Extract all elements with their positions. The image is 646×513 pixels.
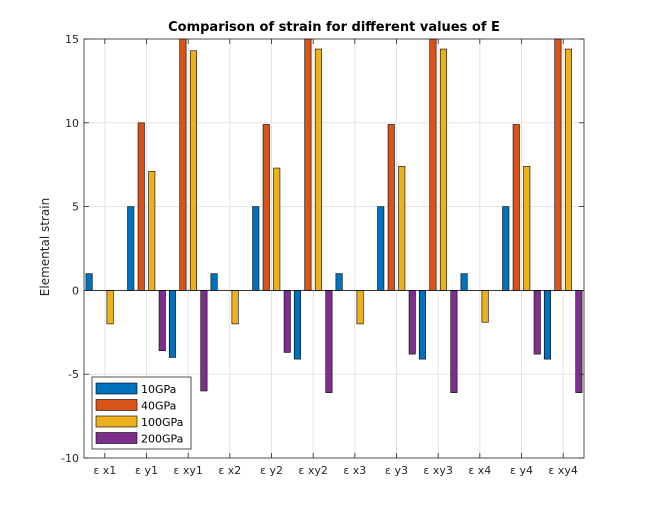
bar-40GPa-6 [304,38,312,291]
legend-label-10GPa: 10GPa [141,383,176,396]
legend-label-200GPa: 200GPa [141,433,183,446]
legend-swatch-200GPa [95,432,138,444]
x-tick-label: ε y3 [385,464,408,477]
bar-200GPa-5 [283,290,291,353]
x-tick-labels: ε x1 ε y1 ε xy1 ε x2 ε y2 ε xy2 ε x3 ε y3 ε xy3 ε… [93,464,578,477]
bar-200GPa-11 [533,290,541,355]
chart-title: Comparison of strain for different value… [168,20,500,35]
bar-10GPa-3 [168,290,176,358]
bar-10GPa-1 [85,273,93,291]
x-tick-label: ε x3 [343,464,366,477]
legend-swatch-100GPa [95,415,138,428]
bar-10GPa-2 [127,206,135,291]
bar-200GPa-6 [325,290,333,393]
bars [84,38,584,393]
bar-100GPa-1 [106,290,114,325]
x-tick-label: ε x4 [468,464,491,477]
x-tick-label: ε xy1 [173,464,202,477]
bar-200GPa-8 [408,290,416,355]
bar-100GPa-4 [231,290,239,325]
y-tick-label: 0 [72,284,79,297]
y-tick-label: 5 [72,201,79,214]
x-tick-label: ε y2 [260,464,283,477]
bar-100GPa-12 [564,48,572,291]
bar-100GPa-2 [148,171,156,291]
legend-swatch-40GPa [95,399,138,411]
x-tick-label: ε y1 [135,464,158,477]
bar-40GPa-9 [429,38,437,291]
bar-10GPa-7 [335,273,343,291]
bar-200GPa-12 [575,290,583,393]
legend-swatch-10GPa [95,382,138,395]
bar-10GPa-9 [418,290,426,360]
y-axis-label: Elemental strain [38,198,52,296]
bar-40GPa-12 [554,38,562,291]
bar-40GPa-8 [387,124,395,291]
bar-10GPa-11 [502,206,510,291]
bar-100GPa-9 [439,48,447,291]
bar-10GPa-8 [377,206,385,291]
bar-10GPa-6 [293,290,301,360]
bar-200GPa-3 [200,290,208,392]
bar-100GPa-10 [481,290,489,323]
bar-10GPa-5 [252,206,260,291]
bar-100GPa-11 [523,166,531,291]
y-tick-label: 10 [65,117,79,130]
bar-40GPa-5 [262,124,270,291]
x-tick-label: ε x2 [218,464,241,477]
bar-200GPa-2 [158,290,166,352]
bar-40GPa-3 [179,38,187,291]
bar-40GPa-2 [137,122,145,291]
bar-10GPa-4 [210,273,218,291]
y-tick-label: 15 [65,33,79,46]
legend-label-100GPa: 100GPa [141,416,183,429]
bar-10GPa-10 [460,273,468,291]
bar-200GPa-9 [450,290,458,393]
x-tick-label: ε x1 [93,464,116,477]
bar-100GPa-8 [398,166,406,291]
bar-100GPa-3 [189,50,197,291]
axes-box [83,38,585,459]
bar-10GPa-12 [543,290,551,360]
y-tick-labels: -10 -5 0 5 10 15 [61,33,79,465]
legend[interactable]: 10GPa 40GPa 100GPa 200GPa [91,376,192,450]
x-tick-label: ε xy2 [298,464,327,477]
x-tick-label: ε xy3 [423,464,452,477]
bar-100GPa-6 [314,48,322,291]
y-tick-label: -10 [61,452,79,465]
bar-100GPa-7 [356,290,364,325]
bar-100GPa-5 [273,167,281,291]
y-tick-label: -5 [68,368,79,381]
axes-frame [83,38,585,459]
legend-label-40GPa: 40GPa [141,400,176,413]
bar-40GPa-11 [512,124,520,291]
x-tick-label: ε y4 [510,464,533,477]
x-tick-label: ε xy4 [548,464,577,477]
